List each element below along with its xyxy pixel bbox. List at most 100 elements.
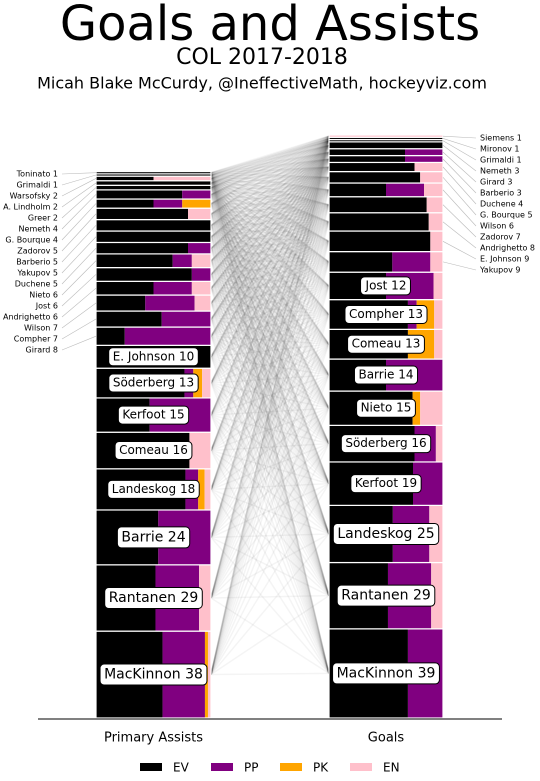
connector [210,166,330,599]
connector [210,189,330,215]
connector [210,158,330,289]
connector [210,144,330,226]
connector [210,203,330,215]
segment [424,183,443,197]
player-label: Kerfoot 19 [355,476,417,490]
connector [210,140,330,184]
connector [210,135,330,215]
connector [210,483,330,675]
connector [210,166,330,289]
connector [210,166,330,304]
connector [210,174,330,674]
connector [210,221,330,599]
connector [210,182,330,674]
segment [420,391,443,426]
leader-line [442,241,477,260]
connector [210,177,330,223]
connector [210,202,330,223]
connector [210,213,330,376]
connector [210,203,330,316]
connector [210,343,330,452]
connector [210,533,330,539]
connector [210,236,330,409]
connector [210,140,330,189]
connector [210,224,330,445]
connector [210,172,330,263]
connector [210,137,330,184]
label-box [347,334,425,354]
label-box [360,276,411,296]
connector [210,343,330,416]
connector [210,194,330,535]
connector [210,172,330,345]
connector [210,166,330,226]
connector [210,449,330,535]
connector [210,187,330,674]
segment [188,208,211,220]
segment [405,155,443,163]
connector [210,247,330,376]
connector [210,151,330,490]
connector [210,260,330,345]
segment [198,468,205,510]
leader-line [61,194,97,230]
segment [96,180,211,186]
connector [210,261,330,490]
chart-title: Goals and Assists [60,0,480,52]
connector [210,285,330,320]
player-label: Andrighetto 8 [480,244,535,253]
connector [210,443,330,599]
connector [210,176,330,205]
connector [210,140,330,304]
connector [210,221,330,384]
connector [210,166,330,675]
player-label: Landeskog 18 [112,482,195,496]
connector [210,172,330,223]
segment [207,631,211,718]
segment [329,183,386,197]
connector [210,221,330,276]
connector [210,158,330,599]
connector [210,145,330,451]
segment [329,139,443,142]
player-label: Rantanen 29 [109,590,199,606]
connector [210,203,330,227]
connector [210,166,330,180]
connector [210,151,330,289]
connector [210,145,330,538]
connector [210,135,330,205]
connector [210,144,330,304]
connector [210,221,330,249]
connector [210,313,330,358]
connector [210,138,330,358]
connector [210,407,330,538]
connector [210,236,330,484]
connector [210,414,330,535]
leader-line [61,187,97,219]
segment [329,196,427,213]
connector [210,151,330,215]
connector [210,144,330,196]
segment [96,199,154,209]
connector [210,182,330,287]
player-label: Compher 13 [349,307,423,321]
segment [329,137,443,140]
connector [210,260,330,376]
connector [210,144,330,180]
connector [210,140,330,180]
connector [210,135,330,416]
connector [210,213,330,263]
connector [210,285,330,416]
connector [210,236,330,316]
connector [210,158,330,215]
segment [96,267,192,282]
connector [210,151,330,249]
connector [210,488,330,535]
connector [210,247,330,535]
connector [210,240,330,490]
leader-line [61,247,97,285]
connector [210,137,330,238]
connector [210,144,330,289]
x-axis-label: Primary Assists [104,731,203,746]
connector [210,151,330,320]
